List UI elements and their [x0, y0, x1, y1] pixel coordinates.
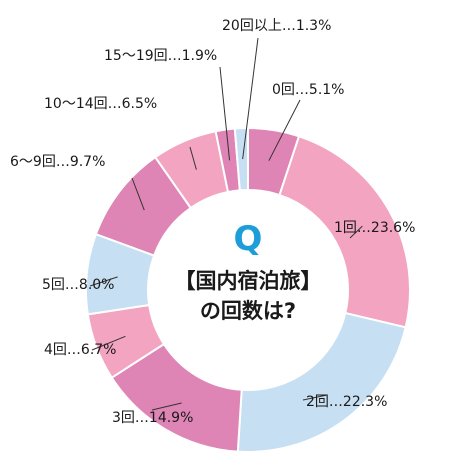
- center-subtitle: の回数は?: [200, 299, 296, 323]
- leader-line-4: [91, 335, 126, 351]
- leader-line-7: [189, 146, 197, 170]
- leader-line-1: [349, 225, 363, 239]
- slice-label-1: 1回…23.6%: [334, 220, 415, 236]
- slice-labels: 0回…5.1% 1回…23.6% 2回…22.3% 3回…14.9% 4回…6.7% 5回…: [10, 18, 415, 426]
- slice-label-5: 5回…8.0%: [42, 277, 114, 293]
- donut-slice-2: [236, 311, 407, 453]
- slice-label-3: 3回…14.9%: [112, 410, 193, 426]
- leader-line-6: [131, 177, 145, 211]
- donut-slice-1: [278, 134, 411, 329]
- center-title: 【国内宿泊旅】: [175, 269, 322, 293]
- q-letter: Q: [234, 219, 263, 259]
- slice-label-0: 0回…5.1%: [272, 82, 344, 98]
- leader-line-2: [302, 394, 327, 401]
- slice-label-2: 2回…22.3%: [306, 394, 387, 410]
- leader-line-9: [242, 37, 259, 160]
- center-question: Q 【国内宿泊旅】 の回数は?: [175, 219, 322, 323]
- leader-line-8: [219, 66, 231, 161]
- slice-label-4: 4回…6.7%: [44, 342, 116, 358]
- leader-line-0: [268, 99, 301, 161]
- slice-label-7: 10～14回…6.5%: [44, 96, 157, 112]
- leader-line-5: [89, 276, 118, 287]
- slice-label-6: 6～9回…9.7%: [10, 154, 105, 170]
- slice-label-9: 20回以上…1.3%: [222, 18, 331, 34]
- leader-lines: [89, 37, 363, 411]
- leader-line-3: [151, 402, 182, 411]
- slice-label-8: 15～19回…1.9%: [104, 48, 217, 64]
